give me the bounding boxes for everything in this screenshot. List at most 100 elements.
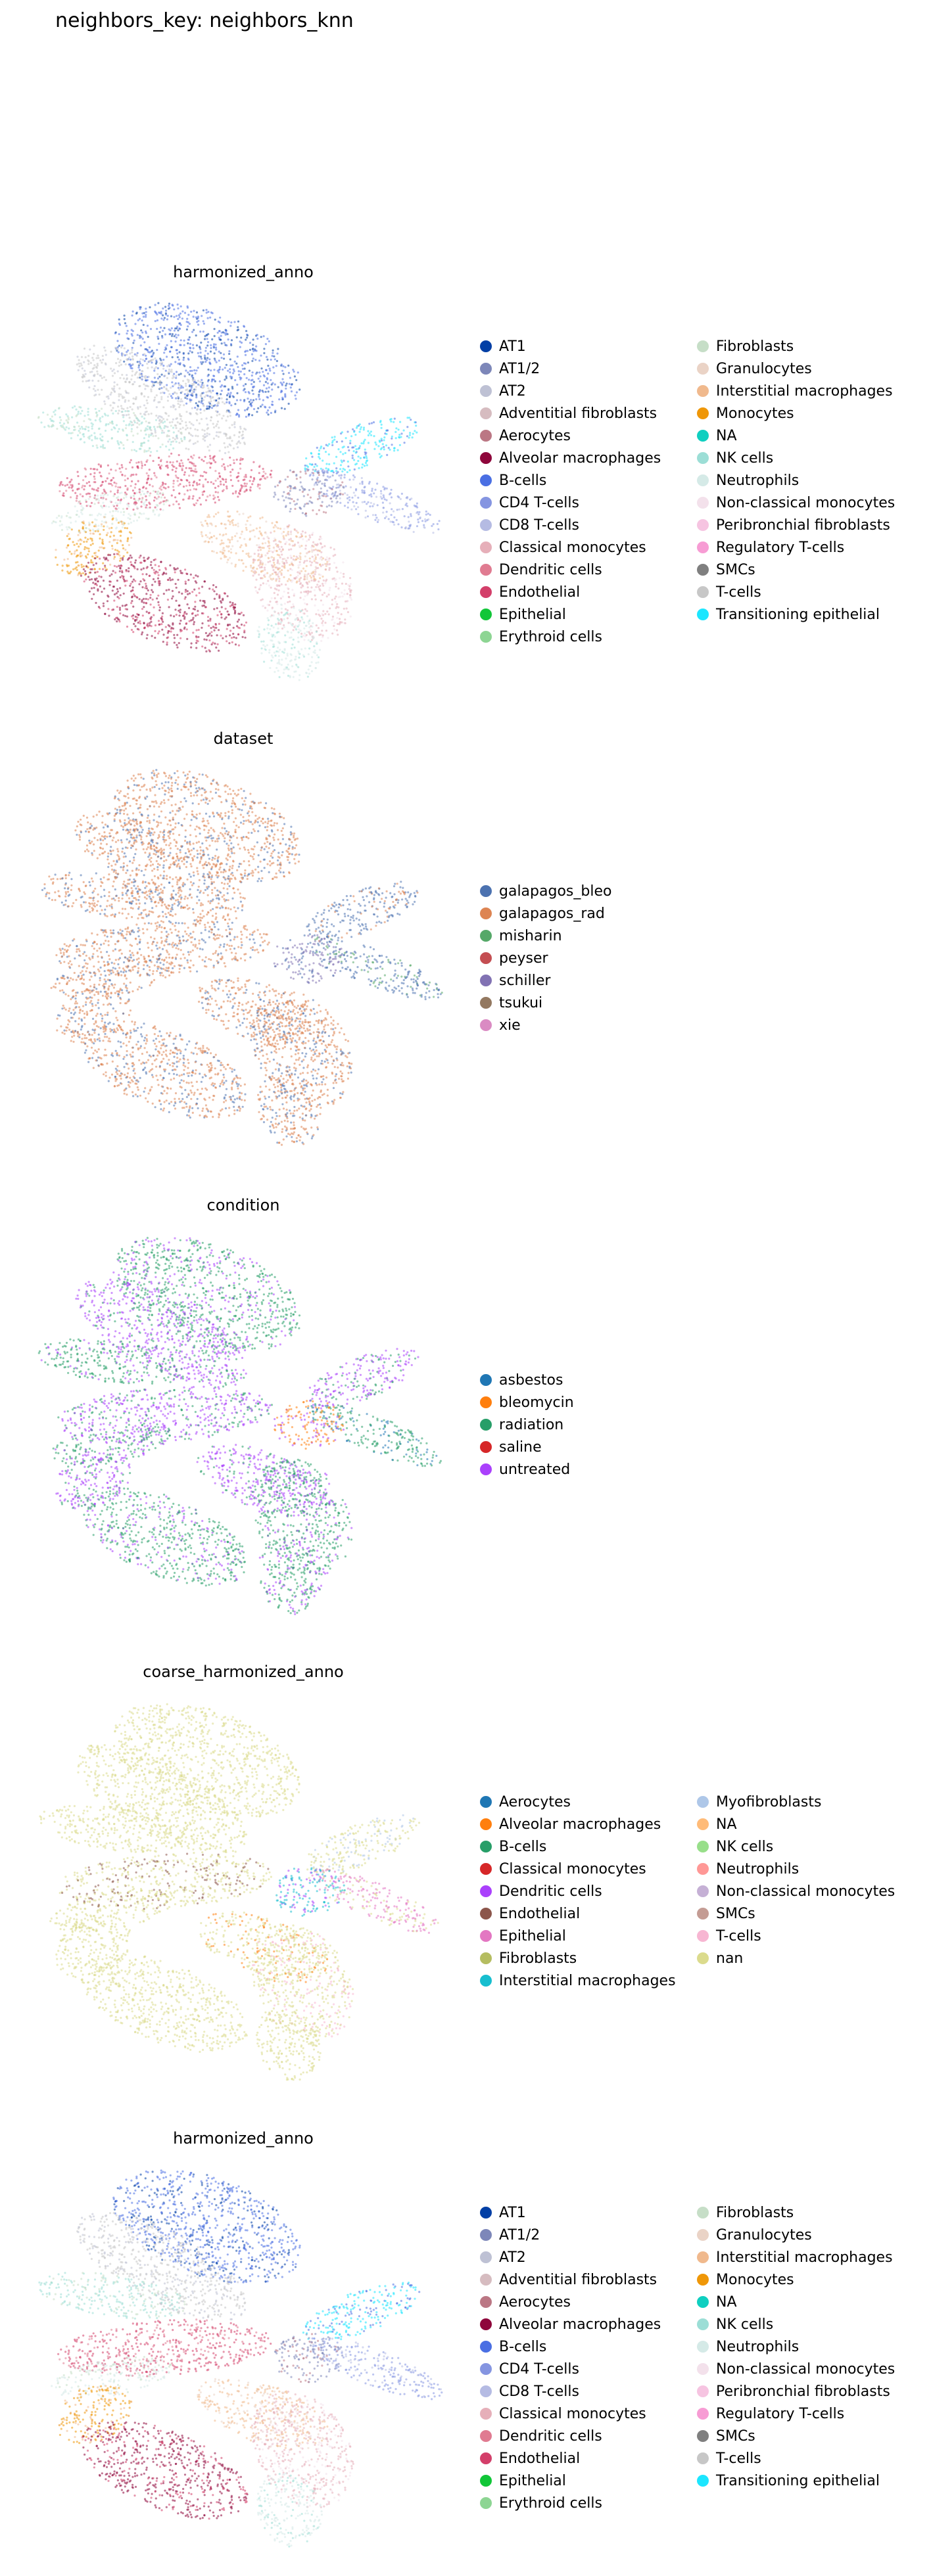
cell-point (120, 594, 122, 596)
cell-point (159, 607, 161, 609)
cell-point (72, 432, 74, 434)
cell-point (264, 569, 266, 571)
cell-point (126, 580, 128, 582)
cell-point (377, 519, 379, 521)
cell-point (417, 518, 419, 520)
cell-point (368, 482, 370, 484)
cell-point (101, 440, 103, 442)
cell-point (77, 413, 79, 415)
cell-point (179, 620, 181, 622)
cell-point (216, 538, 218, 540)
cell-point (217, 421, 219, 423)
cell-point (272, 401, 274, 403)
cell-point (207, 525, 209, 527)
cell-point (156, 319, 158, 321)
cell-point (203, 409, 205, 411)
cell-point (164, 412, 166, 414)
cell-point (147, 598, 149, 600)
cell-point (302, 599, 304, 601)
cell-point (141, 467, 143, 469)
cell-point (158, 565, 160, 567)
cell-point (192, 390, 194, 392)
cell-point (223, 489, 225, 491)
cell-point (298, 555, 300, 557)
cell-point (284, 408, 286, 410)
cell-point (126, 503, 128, 505)
cell-point (254, 570, 256, 572)
cell-point (176, 392, 178, 394)
cell-point (141, 465, 143, 467)
cell-point (255, 398, 257, 400)
cell-point (127, 559, 129, 561)
cell-point (121, 474, 123, 476)
cell-point (371, 490, 373, 492)
cell-point (119, 501, 121, 503)
legend-item: Fibroblasts (697, 335, 895, 357)
cell-point (247, 553, 249, 555)
cell-point (131, 408, 133, 410)
cell-point (99, 558, 101, 560)
cell-point (120, 471, 122, 473)
legend-item: Classical monocytes (480, 536, 661, 559)
cell-point (97, 373, 99, 375)
cell-point (302, 530, 304, 532)
cell-point (224, 403, 226, 405)
cell-point (110, 392, 112, 394)
cell-point (354, 434, 356, 436)
cell-point (137, 614, 139, 616)
legend-item: Aerocytes (480, 425, 661, 447)
cell-point (189, 343, 191, 345)
cell-point (283, 531, 285, 533)
cell-point (328, 569, 330, 571)
cell-point (172, 406, 174, 408)
cell-point (91, 540, 93, 541)
cell-point (308, 623, 310, 625)
cell-point (188, 607, 190, 609)
cell-point (82, 572, 84, 574)
cell-point (115, 617, 117, 619)
cell-point (244, 869, 246, 871)
cell-point (121, 467, 123, 469)
cell-point (249, 342, 251, 344)
cell-point (319, 577, 321, 579)
cell-point (128, 567, 130, 569)
cell-point (210, 417, 212, 419)
cell-point (201, 459, 203, 461)
cell-point (232, 372, 234, 374)
cell-point (233, 434, 235, 436)
cell-point (226, 419, 227, 421)
cell-point (267, 365, 269, 367)
cell-point (282, 595, 284, 597)
cell-point (167, 636, 169, 638)
cell-point (151, 366, 153, 368)
cell-point (156, 349, 158, 351)
cell-point (228, 550, 230, 552)
cell-point (304, 603, 306, 605)
cell-point (364, 486, 366, 488)
cell-point (146, 385, 148, 387)
cell-point (195, 595, 197, 597)
cell-point (143, 557, 145, 559)
cell-point (162, 368, 164, 370)
cell-point (329, 589, 331, 591)
cell-point (132, 434, 134, 436)
cell-point (178, 610, 179, 612)
cell-point (121, 344, 123, 346)
cell-point (230, 479, 232, 481)
cell-point (189, 370, 191, 372)
cell-point (234, 565, 236, 567)
cell-point (373, 448, 375, 450)
cell-point (264, 555, 266, 557)
cell-point (254, 536, 256, 538)
cell-point (227, 451, 229, 453)
cell-point (161, 430, 163, 432)
cell-point (255, 590, 257, 592)
cell-point (166, 318, 168, 320)
cell-point (120, 565, 122, 567)
cell-point (325, 564, 327, 566)
cell-point (97, 515, 99, 517)
cell-point (129, 417, 131, 419)
cell-point (287, 580, 289, 582)
cell-point (302, 512, 304, 514)
cell-point (283, 626, 285, 628)
